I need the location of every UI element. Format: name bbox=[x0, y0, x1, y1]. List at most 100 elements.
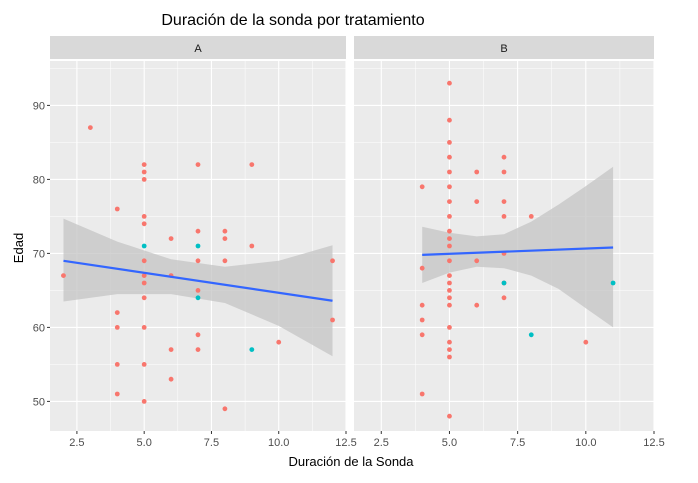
data-point bbox=[195, 347, 201, 352]
x-tick-label: 2.5 bbox=[69, 437, 84, 449]
data-point bbox=[114, 206, 120, 212]
data-point bbox=[447, 325, 452, 330]
data-point bbox=[168, 236, 174, 242]
data-point bbox=[447, 117, 452, 123]
data-point bbox=[222, 236, 228, 242]
y-tick-label: 50 bbox=[33, 396, 45, 408]
data-point bbox=[141, 214, 147, 219]
data-point bbox=[222, 406, 228, 412]
data-point bbox=[195, 228, 201, 234]
x-tick-label: 7.5 bbox=[510, 437, 525, 449]
data-point bbox=[419, 332, 425, 338]
data-point bbox=[330, 317, 335, 323]
data-point bbox=[141, 162, 147, 168]
data-point bbox=[141, 258, 147, 264]
regression-line bbox=[422, 246, 614, 256]
data-point-group2 bbox=[610, 280, 616, 286]
facet-strip bbox=[354, 36, 654, 59]
facet-strip-label: A bbox=[194, 43, 202, 55]
data-point bbox=[195, 288, 201, 293]
x-axis-title: Duración de la Sonda bbox=[288, 454, 414, 469]
data-point bbox=[87, 125, 93, 130]
data-point-group2 bbox=[195, 295, 201, 301]
regression-line bbox=[63, 259, 333, 302]
data-point bbox=[141, 325, 147, 330]
data-point bbox=[447, 295, 452, 301]
data-point bbox=[141, 273, 147, 278]
facet-panels: A 2.5 5.0 7.5 10.0 12.5 50 60 70 80 90 B 2.5 5.0 7.5 10… bbox=[33, 36, 665, 449]
data-point-group2 bbox=[501, 280, 507, 286]
y-tick-label: 60 bbox=[33, 322, 45, 334]
data-point bbox=[447, 169, 452, 175]
data-point bbox=[447, 354, 452, 360]
data-point bbox=[330, 258, 335, 264]
data-point bbox=[249, 243, 255, 249]
data-point bbox=[447, 140, 452, 145]
data-point bbox=[114, 310, 120, 315]
data-point bbox=[501, 199, 507, 205]
data-point bbox=[447, 236, 452, 242]
x-tick-label: 12.5 bbox=[643, 437, 664, 449]
x-tick-label: 10.0 bbox=[575, 437, 596, 449]
data-point bbox=[168, 347, 174, 352]
chart-title: Duración de la sonda por tratamiento bbox=[161, 12, 424, 29]
data-point bbox=[474, 258, 480, 264]
data-point bbox=[447, 302, 452, 308]
y-axis-title: Edad bbox=[11, 233, 26, 263]
data-point bbox=[447, 258, 452, 264]
data-point bbox=[61, 273, 66, 278]
data-point bbox=[501, 154, 507, 160]
data-point bbox=[419, 265, 425, 271]
data-point bbox=[447, 347, 452, 352]
x-tick-label: 10.0 bbox=[268, 437, 289, 449]
data-point-group2 bbox=[141, 243, 147, 249]
x-tick-label: 12.5 bbox=[335, 437, 356, 449]
y-tick-label: 90 bbox=[33, 100, 45, 112]
data-point bbox=[141, 362, 147, 367]
data-point bbox=[114, 325, 120, 330]
data-point bbox=[447, 273, 452, 278]
y-tick-label: 70 bbox=[33, 248, 45, 260]
x-tick-label: 2.5 bbox=[374, 437, 389, 449]
data-point bbox=[141, 399, 147, 404]
facet-strip bbox=[50, 36, 346, 59]
data-point bbox=[447, 214, 452, 219]
confidence-ribbon bbox=[422, 166, 614, 328]
data-point bbox=[141, 169, 147, 175]
data-point bbox=[419, 184, 425, 190]
data-point bbox=[276, 339, 282, 345]
data-point bbox=[447, 184, 452, 190]
data-point bbox=[222, 228, 228, 234]
data-point bbox=[447, 280, 452, 286]
data-point bbox=[141, 280, 147, 286]
panel-b: B 2.5 5.0 7.5 10.0 12.5 bbox=[354, 36, 665, 449]
data-point bbox=[583, 339, 589, 345]
data-point bbox=[501, 295, 507, 301]
data-point bbox=[528, 214, 534, 219]
data-point-group2 bbox=[249, 347, 255, 352]
data-point bbox=[141, 221, 147, 227]
facet-strip-label: B bbox=[500, 43, 507, 55]
data-point bbox=[419, 391, 425, 397]
data-point-group2 bbox=[195, 243, 201, 249]
data-point bbox=[447, 80, 452, 86]
data-point bbox=[114, 362, 120, 367]
data-point bbox=[447, 228, 452, 234]
data-point bbox=[195, 162, 201, 168]
data-point bbox=[249, 162, 255, 168]
data-point bbox=[447, 154, 452, 160]
data-point bbox=[447, 199, 452, 205]
x-tick-label: 7.5 bbox=[204, 437, 219, 449]
y-tick-label: 80 bbox=[33, 174, 45, 186]
data-point bbox=[114, 391, 120, 397]
data-point bbox=[141, 295, 147, 301]
data-point bbox=[447, 243, 452, 249]
x-tick-label: 5.0 bbox=[137, 437, 152, 449]
x-tick-label: 5.0 bbox=[442, 437, 457, 449]
data-point bbox=[222, 258, 228, 264]
data-point bbox=[195, 332, 201, 338]
data-point bbox=[474, 199, 480, 205]
data-point bbox=[141, 177, 147, 182]
data-point bbox=[419, 317, 425, 323]
